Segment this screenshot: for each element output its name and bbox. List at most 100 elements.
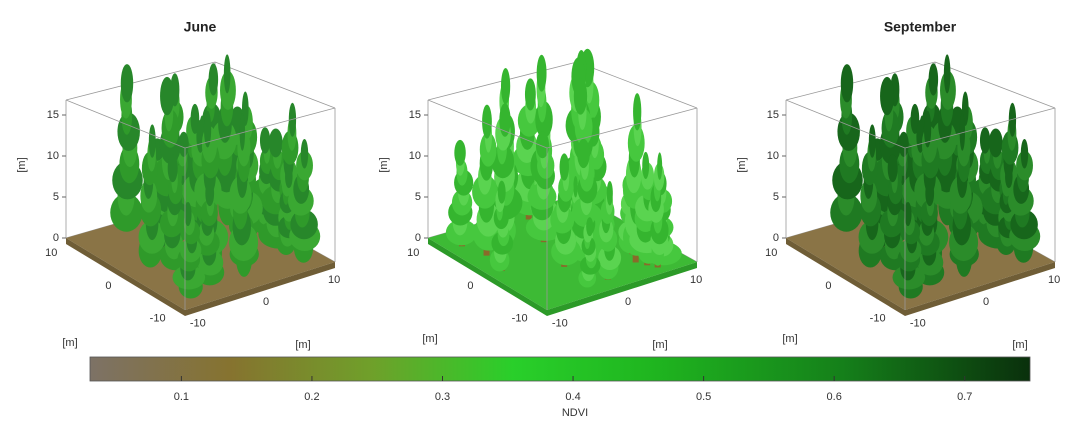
x-tick-label: 10 xyxy=(1048,274,1060,286)
tree-crown xyxy=(268,128,283,158)
y-tick-label: -10 xyxy=(512,313,528,325)
tree-crown xyxy=(910,103,920,134)
box-edge xyxy=(214,61,336,109)
z-axis-label: [m] xyxy=(378,157,390,172)
x-tick-label: -10 xyxy=(552,318,568,330)
axis-unit-label: [m] xyxy=(652,339,667,351)
tree xyxy=(858,124,886,268)
tree-crown xyxy=(160,76,175,116)
x-tick-label: 10 xyxy=(328,274,340,286)
tree-crown xyxy=(559,153,569,181)
box-edge xyxy=(427,99,548,149)
tree-crown xyxy=(167,154,178,183)
colorbar-label: NDVI xyxy=(562,407,588,419)
tree-crown xyxy=(120,64,134,103)
tree-crown xyxy=(633,93,642,131)
box-edge xyxy=(934,61,1056,109)
box-edge xyxy=(904,107,1056,149)
tree xyxy=(597,180,622,280)
y-tick-label: 0 xyxy=(105,280,111,292)
y-tick-label: 0 xyxy=(467,280,473,292)
z-axis-label: [m] xyxy=(736,157,748,172)
y-tick-label: -10 xyxy=(150,313,166,325)
tree-crown xyxy=(239,113,246,151)
tree xyxy=(229,113,259,277)
x-tick-label: 0 xyxy=(263,296,269,308)
panel: September 0 5 10 15 [m] 10 0 -10 -10 0 10 xyxy=(736,19,1060,330)
tree xyxy=(138,124,166,268)
ground-side xyxy=(547,262,697,316)
colorbar-tick-label: 0.1 xyxy=(174,391,189,403)
axis-unit-label: [m] xyxy=(422,333,437,345)
tree-crown xyxy=(642,151,650,180)
panel-title: June xyxy=(184,19,217,35)
box-edge xyxy=(785,99,906,149)
z-axis-label: [m] xyxy=(16,157,28,172)
tree xyxy=(648,152,669,268)
box-edge xyxy=(65,99,186,149)
panel-title: September xyxy=(884,19,957,35)
tree-crown xyxy=(499,103,511,137)
tree-crown xyxy=(928,63,939,96)
tree-crown xyxy=(904,201,912,227)
tree xyxy=(525,131,566,243)
x-tick-label: 0 xyxy=(983,296,989,308)
box-edge xyxy=(785,61,936,101)
z-tick-label: 5 xyxy=(53,191,59,203)
tree-crown xyxy=(536,54,547,92)
tree-crown xyxy=(880,76,895,116)
colorbar-tick-label: 0.4 xyxy=(565,391,580,403)
x-tick-label: 10 xyxy=(690,274,702,286)
tree-crown xyxy=(259,127,271,154)
tree xyxy=(194,180,225,286)
box-edge xyxy=(576,61,698,109)
axis-unit-label: [m] xyxy=(1012,339,1027,351)
tree-crown xyxy=(190,103,200,134)
x-tick-label: -10 xyxy=(910,318,926,330)
tree-crown xyxy=(300,138,309,169)
tree-crown xyxy=(535,131,550,159)
y-tick-label: 10 xyxy=(407,247,419,259)
y-tick-label: 0 xyxy=(825,280,831,292)
tree-crown xyxy=(203,110,212,148)
ground-side xyxy=(786,238,905,316)
tree xyxy=(287,138,321,263)
tree-crown xyxy=(898,131,909,157)
tree-crown xyxy=(288,102,297,137)
tree-crown xyxy=(925,180,935,207)
colorbar-tick-label: 0.7 xyxy=(957,391,972,403)
y-tick-label: 10 xyxy=(45,247,57,259)
tree-crown xyxy=(979,127,991,154)
tree-crown xyxy=(1005,165,1013,189)
tree-crown xyxy=(577,138,590,169)
tree-crown xyxy=(573,77,588,115)
y-tick-label: 10 xyxy=(765,247,777,259)
z-tick-label: 15 xyxy=(409,109,421,121)
tree-crown xyxy=(923,110,932,148)
ground-side xyxy=(185,262,335,316)
axis-unit-label: [m] xyxy=(295,339,310,351)
tree-crown xyxy=(586,217,594,237)
z-tick-label: 15 xyxy=(767,109,779,121)
x-tick-label: -10 xyxy=(190,318,206,330)
tree xyxy=(830,64,863,232)
tree-crown xyxy=(573,175,578,198)
tree-crown xyxy=(868,124,876,158)
tree-crown xyxy=(943,54,951,94)
tree xyxy=(1007,138,1041,263)
tree xyxy=(211,54,244,226)
tree xyxy=(110,64,143,232)
z-tick-label: 10 xyxy=(47,150,59,162)
box-edge xyxy=(184,107,336,149)
tree-crown xyxy=(657,152,663,180)
z-tick-label: 0 xyxy=(53,232,59,244)
tree-crown xyxy=(840,64,854,103)
tree-crown xyxy=(1020,138,1029,169)
z-tick-label: 10 xyxy=(409,150,421,162)
y-tick-label: -10 xyxy=(870,313,886,325)
tree-crown xyxy=(497,180,506,204)
x-tick-label: 0 xyxy=(625,296,631,308)
axis-unit-label: [m] xyxy=(782,333,797,345)
